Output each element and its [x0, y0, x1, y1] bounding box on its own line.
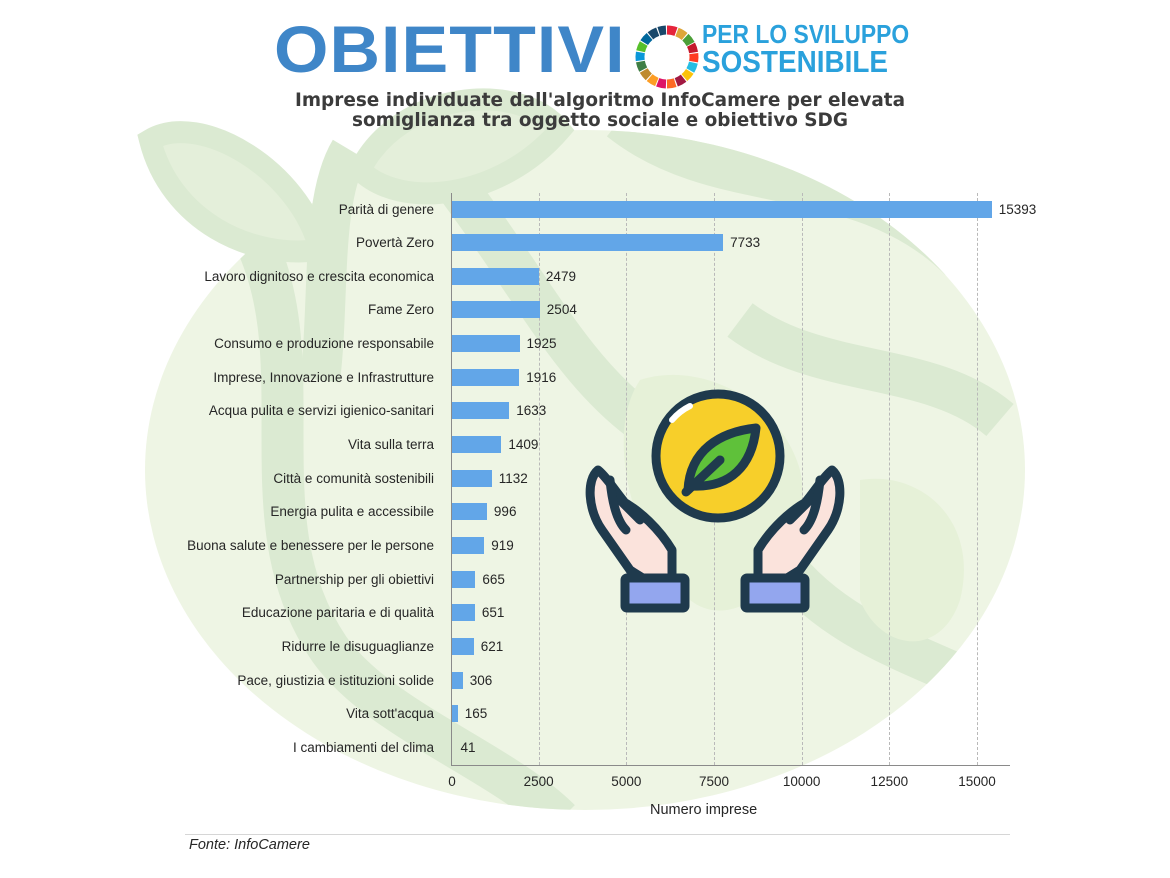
- bar: [452, 301, 540, 319]
- source-note: Fonte: InfoCamere: [189, 837, 310, 853]
- value-label: 2479: [545, 268, 576, 284]
- value-label: 1132: [498, 470, 528, 486]
- gridline: [801, 193, 803, 765]
- x-tick-label: 15000: [958, 774, 996, 789]
- x-tick-label: 0: [448, 774, 456, 789]
- sdg-header: OBIETTIVI PER LO SVILUPPO SOSTENIBILE: [0, 12, 1170, 89]
- bar: [452, 671, 463, 689]
- sdg-color-wheel-icon: [635, 25, 699, 89]
- chart-title-line1: Imprese individuate dall'algoritmo InfoC…: [294, 89, 906, 111]
- gridline: [626, 193, 628, 765]
- category-label: Fame Zero: [367, 302, 434, 318]
- category-label: Partnership per gli obiettivi: [274, 571, 434, 587]
- value-label: 1916: [526, 369, 557, 385]
- category-label: Acqua pulita e servizi igienico-sanitari: [208, 403, 434, 419]
- bar: [452, 200, 992, 218]
- bar: [452, 705, 458, 723]
- category-label: Parità di genere: [338, 201, 434, 217]
- bar: [452, 368, 520, 386]
- hands-holding-leaf-icon: [585, 389, 845, 613]
- category-label: Energia pulita e accessibile: [270, 504, 434, 520]
- category-label: Pace, giustizia e istituzioni solide: [237, 672, 434, 688]
- x-tick-label: 10000: [782, 774, 821, 789]
- bar: [452, 537, 485, 554]
- value-label: 306: [469, 672, 493, 688]
- category-label: I cambiamenti del clima: [292, 739, 434, 755]
- gridline: [977, 193, 978, 765]
- category-label: Lavoro dignitoso e crescita economica: [204, 268, 434, 284]
- x-tick-label: 5000: [611, 774, 642, 789]
- bar: [452, 234, 724, 252]
- value-label: 1925: [526, 336, 557, 352]
- x-tick-label: 12500: [870, 774, 909, 789]
- brand-subtitle: PER LO SVILUPPO SOSTENIBILE: [702, 19, 938, 79]
- footer-divider: [185, 834, 1010, 835]
- bar: [452, 503, 487, 521]
- x-tick-label: 7500: [698, 774, 730, 789]
- x-axis-title: Numero imprese: [650, 802, 758, 818]
- category-label: Educazione paritaria e di qualità: [241, 605, 434, 621]
- brand-subtitle-line1: PER LO SVILUPPO: [702, 19, 910, 49]
- x-axis-line: [451, 765, 1010, 766]
- value-label: 996: [493, 504, 517, 520]
- category-label: Vita sulla terra: [347, 437, 434, 453]
- brand-obiettivi: OBIETTIVI: [274, 12, 626, 86]
- value-label: 7733: [730, 235, 761, 251]
- chart-title: Imprese individuate dall'algoritmo InfoC…: [212, 90, 988, 130]
- bar: [452, 402, 510, 420]
- value-label: 665: [482, 571, 505, 587]
- value-label: 1633: [516, 403, 547, 419]
- brand-subtitle-line2: SOSTENIBILE: [702, 44, 889, 79]
- bar: [452, 335, 520, 353]
- value-label: 621: [480, 638, 504, 654]
- y-axis-line: [451, 193, 452, 766]
- chart-title-line2: somiglianza tra oggetto sociale e obiett…: [352, 109, 848, 131]
- bar: [452, 570, 476, 588]
- gridline: [889, 193, 891, 765]
- category-label: Consumo e produzione responsabile: [214, 336, 434, 352]
- value-label: 41: [460, 739, 476, 755]
- bar: [452, 604, 475, 622]
- value-label: 919: [491, 538, 514, 553]
- bar: [452, 469, 492, 487]
- category-label: Imprese, Innovazione e Infrastrutture: [213, 369, 434, 385]
- value-label: 165: [464, 706, 488, 722]
- x-tick-label: 2500: [523, 774, 554, 789]
- category-label: Povertà Zero: [355, 235, 434, 251]
- bar: [452, 436, 502, 454]
- bar: [452, 267, 539, 285]
- value-label: 15393: [998, 201, 1037, 217]
- category-label: Buona salute e benessere per le persone: [187, 538, 434, 553]
- category-label: Ridurre le disuguaglianze: [281, 638, 434, 654]
- category-label: Vita sott'acqua: [346, 706, 434, 722]
- value-label: 651: [481, 605, 505, 621]
- value-label: 2504: [546, 302, 577, 318]
- category-label: Città e comunità sostenibili: [273, 470, 434, 486]
- gridline: [538, 193, 540, 765]
- value-label: 1409: [508, 437, 539, 453]
- bar: [452, 637, 474, 655]
